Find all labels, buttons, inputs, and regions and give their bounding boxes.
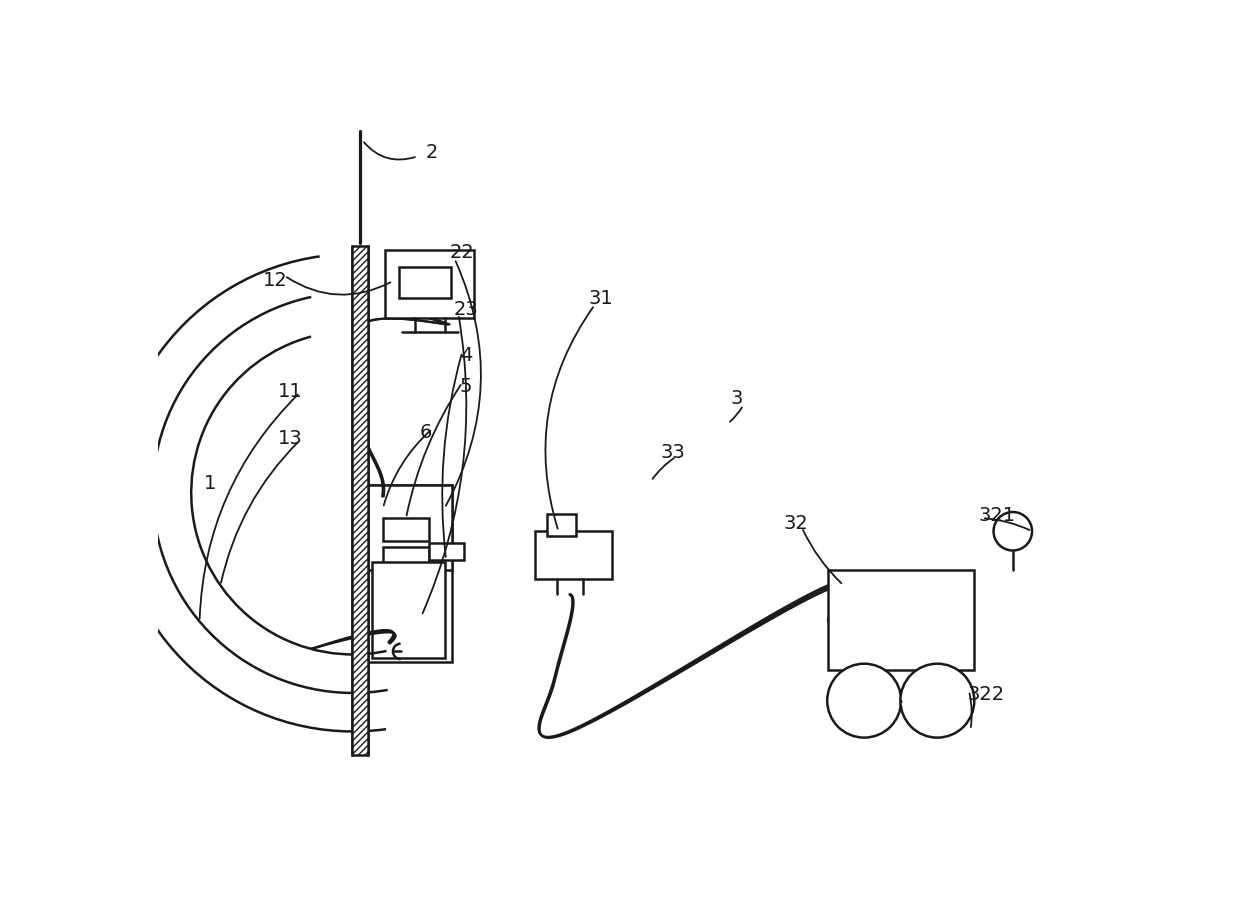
Text: 6: 6 xyxy=(420,423,433,442)
Bar xyxy=(547,515,577,536)
Bar xyxy=(352,246,367,754)
Text: 3: 3 xyxy=(730,390,743,409)
Text: 22: 22 xyxy=(450,243,475,262)
Bar xyxy=(828,569,975,670)
Bar xyxy=(536,532,613,579)
Text: 5: 5 xyxy=(460,377,472,396)
Text: 11: 11 xyxy=(278,382,303,401)
Text: 23: 23 xyxy=(454,300,479,319)
Circle shape xyxy=(900,664,975,737)
Bar xyxy=(399,267,451,298)
Text: 4: 4 xyxy=(460,347,472,365)
Text: 32: 32 xyxy=(784,514,808,533)
Text: 33: 33 xyxy=(660,444,684,462)
Text: 31: 31 xyxy=(589,289,614,308)
Text: 12: 12 xyxy=(263,270,288,290)
Bar xyxy=(383,547,429,569)
Bar xyxy=(382,601,422,655)
Circle shape xyxy=(993,512,1032,550)
Bar xyxy=(391,612,408,629)
Text: 13: 13 xyxy=(278,429,303,448)
Text: 321: 321 xyxy=(978,506,1016,525)
Bar xyxy=(429,542,464,559)
Text: 322: 322 xyxy=(967,685,1004,704)
Bar xyxy=(372,562,445,658)
Bar xyxy=(383,518,429,541)
Text: 2: 2 xyxy=(425,143,438,162)
Circle shape xyxy=(827,664,901,737)
Bar xyxy=(367,485,453,569)
Bar xyxy=(386,251,474,318)
Text: 1: 1 xyxy=(205,474,217,493)
Bar xyxy=(367,485,453,662)
